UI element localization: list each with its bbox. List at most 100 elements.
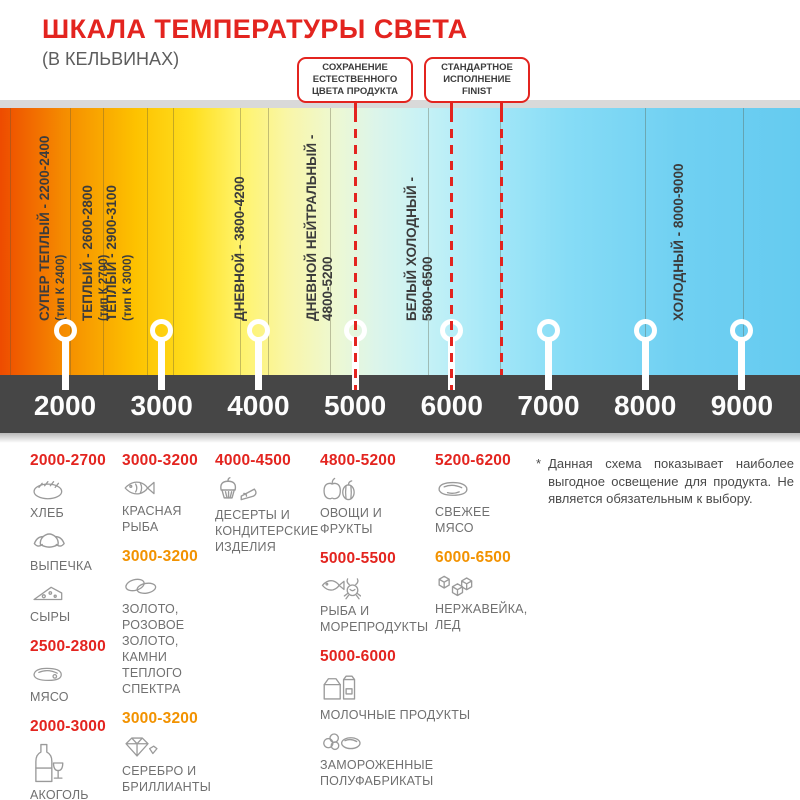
frozen-icon xyxy=(323,733,361,751)
scale-marker-stem xyxy=(158,340,166,390)
kelvin-tick: 8000 xyxy=(614,389,677,421)
product-item: ЗАМОРОЖЕННЫЕ ПОЛУФАБРИКАТЫ xyxy=(320,729,472,789)
temperature-range: 4800-5200 xyxy=(320,452,396,469)
rings-icon xyxy=(122,572,220,598)
product-column: 3000-3200 КРАСНАЯ РЫБА 3000-3200 ЗОЛОТО, РО… xyxy=(122,452,220,800)
product-group: 3000-3200 КРАСНАЯ РЫБА xyxy=(122,452,220,535)
desserts-icon xyxy=(220,477,257,501)
callout-dashed-line xyxy=(353,113,357,390)
band-divider-line xyxy=(10,108,11,375)
product-group: 3000-3200 ЗОЛОТО, РОЗОВОЕ ЗОЛОТО, КАМНИ Т… xyxy=(122,548,220,697)
temperature-range: 4000-4500 xyxy=(215,452,291,469)
product-column: 4800-5200 ОВОЩИ И ФРУКТЫ 5000-5500 РЫБА И М… xyxy=(320,452,472,800)
temperature-range: 5200-6200 xyxy=(435,452,511,469)
diamond-icon xyxy=(125,737,158,757)
footnote-marker: * xyxy=(536,456,542,471)
kelvin-tick: 7000 xyxy=(517,389,580,421)
temperature-range: 5000-6000 xyxy=(320,648,396,665)
callout-dashed-line xyxy=(450,113,454,390)
product-item: АКОГОЛЬ xyxy=(30,742,118,800)
callout-stem-line xyxy=(353,99,357,113)
temperature-gradient: СУПЕР ТЕПЛЫЙ - 2200-2400 (тип К 2400) ТЕПЛ… xyxy=(0,108,800,390)
meat-icon xyxy=(30,662,118,686)
cheese-icon xyxy=(33,586,63,601)
product-label: МОЛОЧНЫЕ ПРОДУКТЫ xyxy=(320,708,471,722)
kelvin-tick: 5000 xyxy=(323,389,387,421)
product-item: СЕРЕБРО И БРИЛЛИАНТЫ xyxy=(122,734,220,795)
product-label: МЯСО xyxy=(30,690,69,704)
bread-icon xyxy=(33,481,63,500)
product-item: РЫБА И МОРЕПРОДУКТЫ xyxy=(320,574,472,635)
product-item: ХЛЕБ xyxy=(30,476,118,521)
band-label-text: ДНЕВНОЙ - 3800-4200 xyxy=(232,176,247,321)
meat-icon xyxy=(33,667,62,682)
band-label-text: СУПЕР ТЕПЛЫЙ - 2200-2400 xyxy=(37,135,52,321)
scale-marker xyxy=(150,319,174,342)
band-label: ХОЛОДНЫЙ - 8000-9000 xyxy=(671,164,687,321)
band-label-text: ТЕПЛЫЙ - 2900-3100 xyxy=(104,185,119,321)
band-label-subtext: 4800-5200 xyxy=(320,256,335,321)
scale-marker xyxy=(53,319,77,342)
croissant-icon xyxy=(33,533,65,548)
product-label: ВЫПЕЧКА xyxy=(30,559,93,573)
product-label: СВЕЖЕЕ МЯСО xyxy=(435,505,491,535)
product-column: 2000-2700 ХЛЕБ ВЫПЕЧКА СЫРЫ 2500-2800 МЯСО 200… xyxy=(30,452,118,800)
product-item: ДЕСЕРТЫ И КОНДИТЕРСКИЕ ИЗДЕЛИЯ xyxy=(215,476,327,555)
alcohol-icon xyxy=(30,742,118,784)
callout-dashed-line xyxy=(499,113,503,375)
bar-shadow xyxy=(0,433,800,443)
dairy-icon xyxy=(323,675,356,700)
product-label: КРАСНАЯ РЫБА xyxy=(122,504,182,534)
product-label: СЫРЫ xyxy=(30,610,71,624)
temperature-range: 3000-3200 xyxy=(122,710,198,727)
bread-icon xyxy=(30,476,118,502)
band-divider-line xyxy=(240,108,241,375)
product-item: НЕРЖАВЕЙКА, ЛЕД xyxy=(435,573,543,633)
product-item: КРАСНАЯ РЫБА xyxy=(122,476,220,535)
ice-icon xyxy=(438,575,473,597)
fish-icon xyxy=(124,481,155,495)
band-label: ТЕПЛЫЙ - 2900-3100 (тип К 3000) xyxy=(104,185,136,321)
product-group: 5000-5500 РЫБА И МОРЕПРОДУКТЫ xyxy=(320,550,472,635)
scale-marker-stem xyxy=(254,340,262,390)
product-label: ЗОЛОТО, РОЗОВОЕ ЗОЛОТО, КАМНИ ТЕПЛОГО СП… xyxy=(122,602,185,696)
product-label: ДЕСЕРТЫ И КОНДИТЕРСКИЕ ИЗДЕЛИЯ xyxy=(215,508,319,554)
band-label-subtext: 5800-6500 xyxy=(420,256,435,321)
product-group: 4800-5200 ОВОЩИ И ФРУКТЫ xyxy=(320,452,472,537)
product-item: СЫРЫ xyxy=(30,580,118,625)
band-label-text: ХОЛОДНЫЙ - 8000-9000 xyxy=(671,163,686,321)
band-label-text: ДНЕВНОЙ НЕЙТРАЛЬНЫЙ - xyxy=(304,134,319,321)
footnote-text: Данная схема показывает наиболее выгодно… xyxy=(548,456,794,507)
temperature-range: 2000-3000 xyxy=(30,718,106,735)
scale-marker xyxy=(537,319,560,342)
band-label-text: БЕЛЫЙ ХОЛОДНЫЙ - xyxy=(404,177,419,321)
band-divider-line xyxy=(268,108,269,375)
band-label: ДНЕВНОЙ НЕЙТРАЛЬНЫЙ -4800-5200 xyxy=(304,135,336,321)
band-divider-line xyxy=(743,108,744,375)
alcohol-icon xyxy=(35,743,64,783)
band-label-subtext: (тип К 2400) xyxy=(55,254,67,321)
band-divider-line xyxy=(70,108,71,375)
footnote: * Данная схема показывает наиболее выгод… xyxy=(536,455,794,508)
dairy-icon xyxy=(320,672,472,704)
scale-marker xyxy=(730,319,754,342)
temperature-range: 3000-3200 xyxy=(122,452,198,469)
kelvin-tick: 3000 xyxy=(130,389,193,421)
product-group: 6000-6500 НЕРЖАВЕЙКА, ЛЕД xyxy=(435,549,543,633)
page-title: ШКАЛА ТЕМПЕРАТУРЫ СВЕТА xyxy=(42,14,468,44)
product-item: МОЛОЧНЫЕ ПРОДУКТЫ xyxy=(320,672,472,723)
product-group: 2500-2800 МЯСО xyxy=(30,638,118,705)
croissant-icon xyxy=(30,527,118,555)
fresh-meat-icon xyxy=(438,481,468,496)
product-item: ОВОЩИ И ФРУКТЫ xyxy=(320,476,472,537)
band-divider-line xyxy=(173,108,174,375)
scale-marker xyxy=(246,319,270,342)
product-group: 2000-3000 АКОГОЛЬ xyxy=(30,718,118,800)
seafood-icon xyxy=(321,578,361,600)
product-label: СЕРЕБРО И БРИЛЛИАНТЫ xyxy=(122,764,211,794)
kelvin-tick: 9000 xyxy=(710,389,774,421)
band-divider-line xyxy=(103,108,104,375)
product-label: АКОГОЛЬ xyxy=(30,788,89,800)
callout-natural-color: СОХРАНЕНИЕ ЕСТЕСТВЕННОГО ЦВЕТА ПРОДУКТА xyxy=(297,57,413,103)
